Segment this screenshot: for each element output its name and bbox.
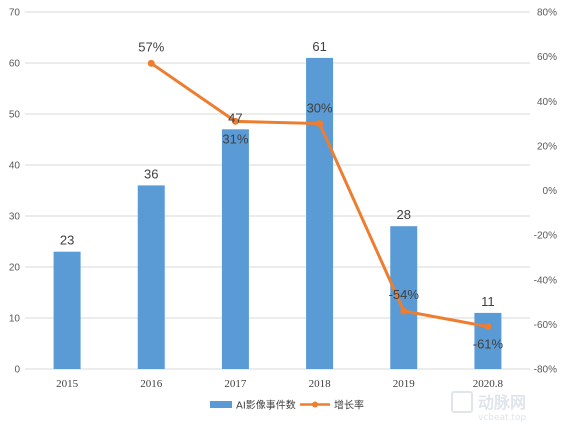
line-point xyxy=(484,323,492,331)
line-point xyxy=(316,120,324,128)
bar xyxy=(137,185,165,369)
left-tick-label: 20 xyxy=(9,263,21,274)
line-series xyxy=(147,59,492,331)
bar xyxy=(306,57,334,370)
right-tick-label: 20% xyxy=(537,141,557,152)
right-tick-label: 60% xyxy=(537,52,557,63)
x-tick-label: 2019 xyxy=(393,378,416,390)
bar xyxy=(390,226,418,369)
left-tick-label: 70 xyxy=(9,8,21,19)
bar-value-label: 47 xyxy=(228,110,242,125)
x-tick-label: 2020.8 xyxy=(473,378,504,390)
x-axis-categories: 2015 2016 2017 2018 2019 2020.8 xyxy=(56,378,503,390)
left-tick-label: 60 xyxy=(9,59,21,70)
bar-value-label: 28 xyxy=(397,207,411,222)
bar xyxy=(221,129,249,369)
gridlines xyxy=(25,11,530,370)
left-tick-label: 30 xyxy=(9,212,21,223)
x-tick-label: 2017 xyxy=(224,378,247,390)
right-tick-label: -60% xyxy=(534,320,557,331)
legend-line-marker xyxy=(312,401,318,408)
x-tick-label: 2015 xyxy=(56,378,79,390)
line-point xyxy=(400,307,408,315)
line-value-label: 30% xyxy=(307,101,333,116)
legend-bar-label: AI影像事件数 xyxy=(236,399,296,412)
left-axis-ticks: 0 10 20 30 40 50 60 70 xyxy=(9,8,21,376)
right-tick-label: 80% xyxy=(537,8,557,19)
watermark-subtext: vcbeat.top xyxy=(478,413,526,423)
legend-bar-swatch xyxy=(210,401,232,408)
right-axis-ticks: -80% -60% -40% -20% 0% 20% 40% 60% 80% xyxy=(534,8,557,376)
bar-value-label: 11 xyxy=(481,294,495,309)
watermark-text: 动脉网 xyxy=(478,393,526,412)
bar-value-label: 23 xyxy=(60,233,74,248)
left-tick-label: 0 xyxy=(14,365,20,376)
right-tick-label: -40% xyxy=(534,275,557,286)
line-point xyxy=(231,117,239,125)
legend: AI影像事件数 增长率 xyxy=(210,399,364,412)
right-tick-label: -80% xyxy=(534,365,557,376)
right-tick-label: 0% xyxy=(543,186,558,197)
line-value-label: -61% xyxy=(473,337,504,352)
left-tick-label: 10 xyxy=(9,314,21,325)
bar-value-label: 36 xyxy=(144,166,158,181)
left-tick-label: 50 xyxy=(9,110,21,121)
bar-value-label: 61 xyxy=(312,39,326,54)
bar xyxy=(474,312,502,369)
watermark-logo-mark xyxy=(451,391,473,413)
data-labels: 23 36 47 61 28 11 57% 31% 30% -54% -61% xyxy=(60,39,504,352)
right-tick-label: -20% xyxy=(534,231,557,242)
watermark-logo: 动脉网 vcbeat.top xyxy=(451,391,526,423)
line-value-label: 57% xyxy=(138,39,164,54)
right-tick-label: 40% xyxy=(537,97,557,108)
line-point xyxy=(147,59,155,67)
x-tick-label: 2018 xyxy=(309,378,332,390)
line-value-label: -54% xyxy=(389,287,420,302)
bar xyxy=(53,251,81,369)
bar-series xyxy=(53,57,502,370)
x-tick-label: 2016 xyxy=(140,378,163,390)
legend-line-label: 增长率 xyxy=(334,399,364,412)
line-value-label: 31% xyxy=(222,131,248,146)
left-tick-label: 40 xyxy=(9,161,21,172)
